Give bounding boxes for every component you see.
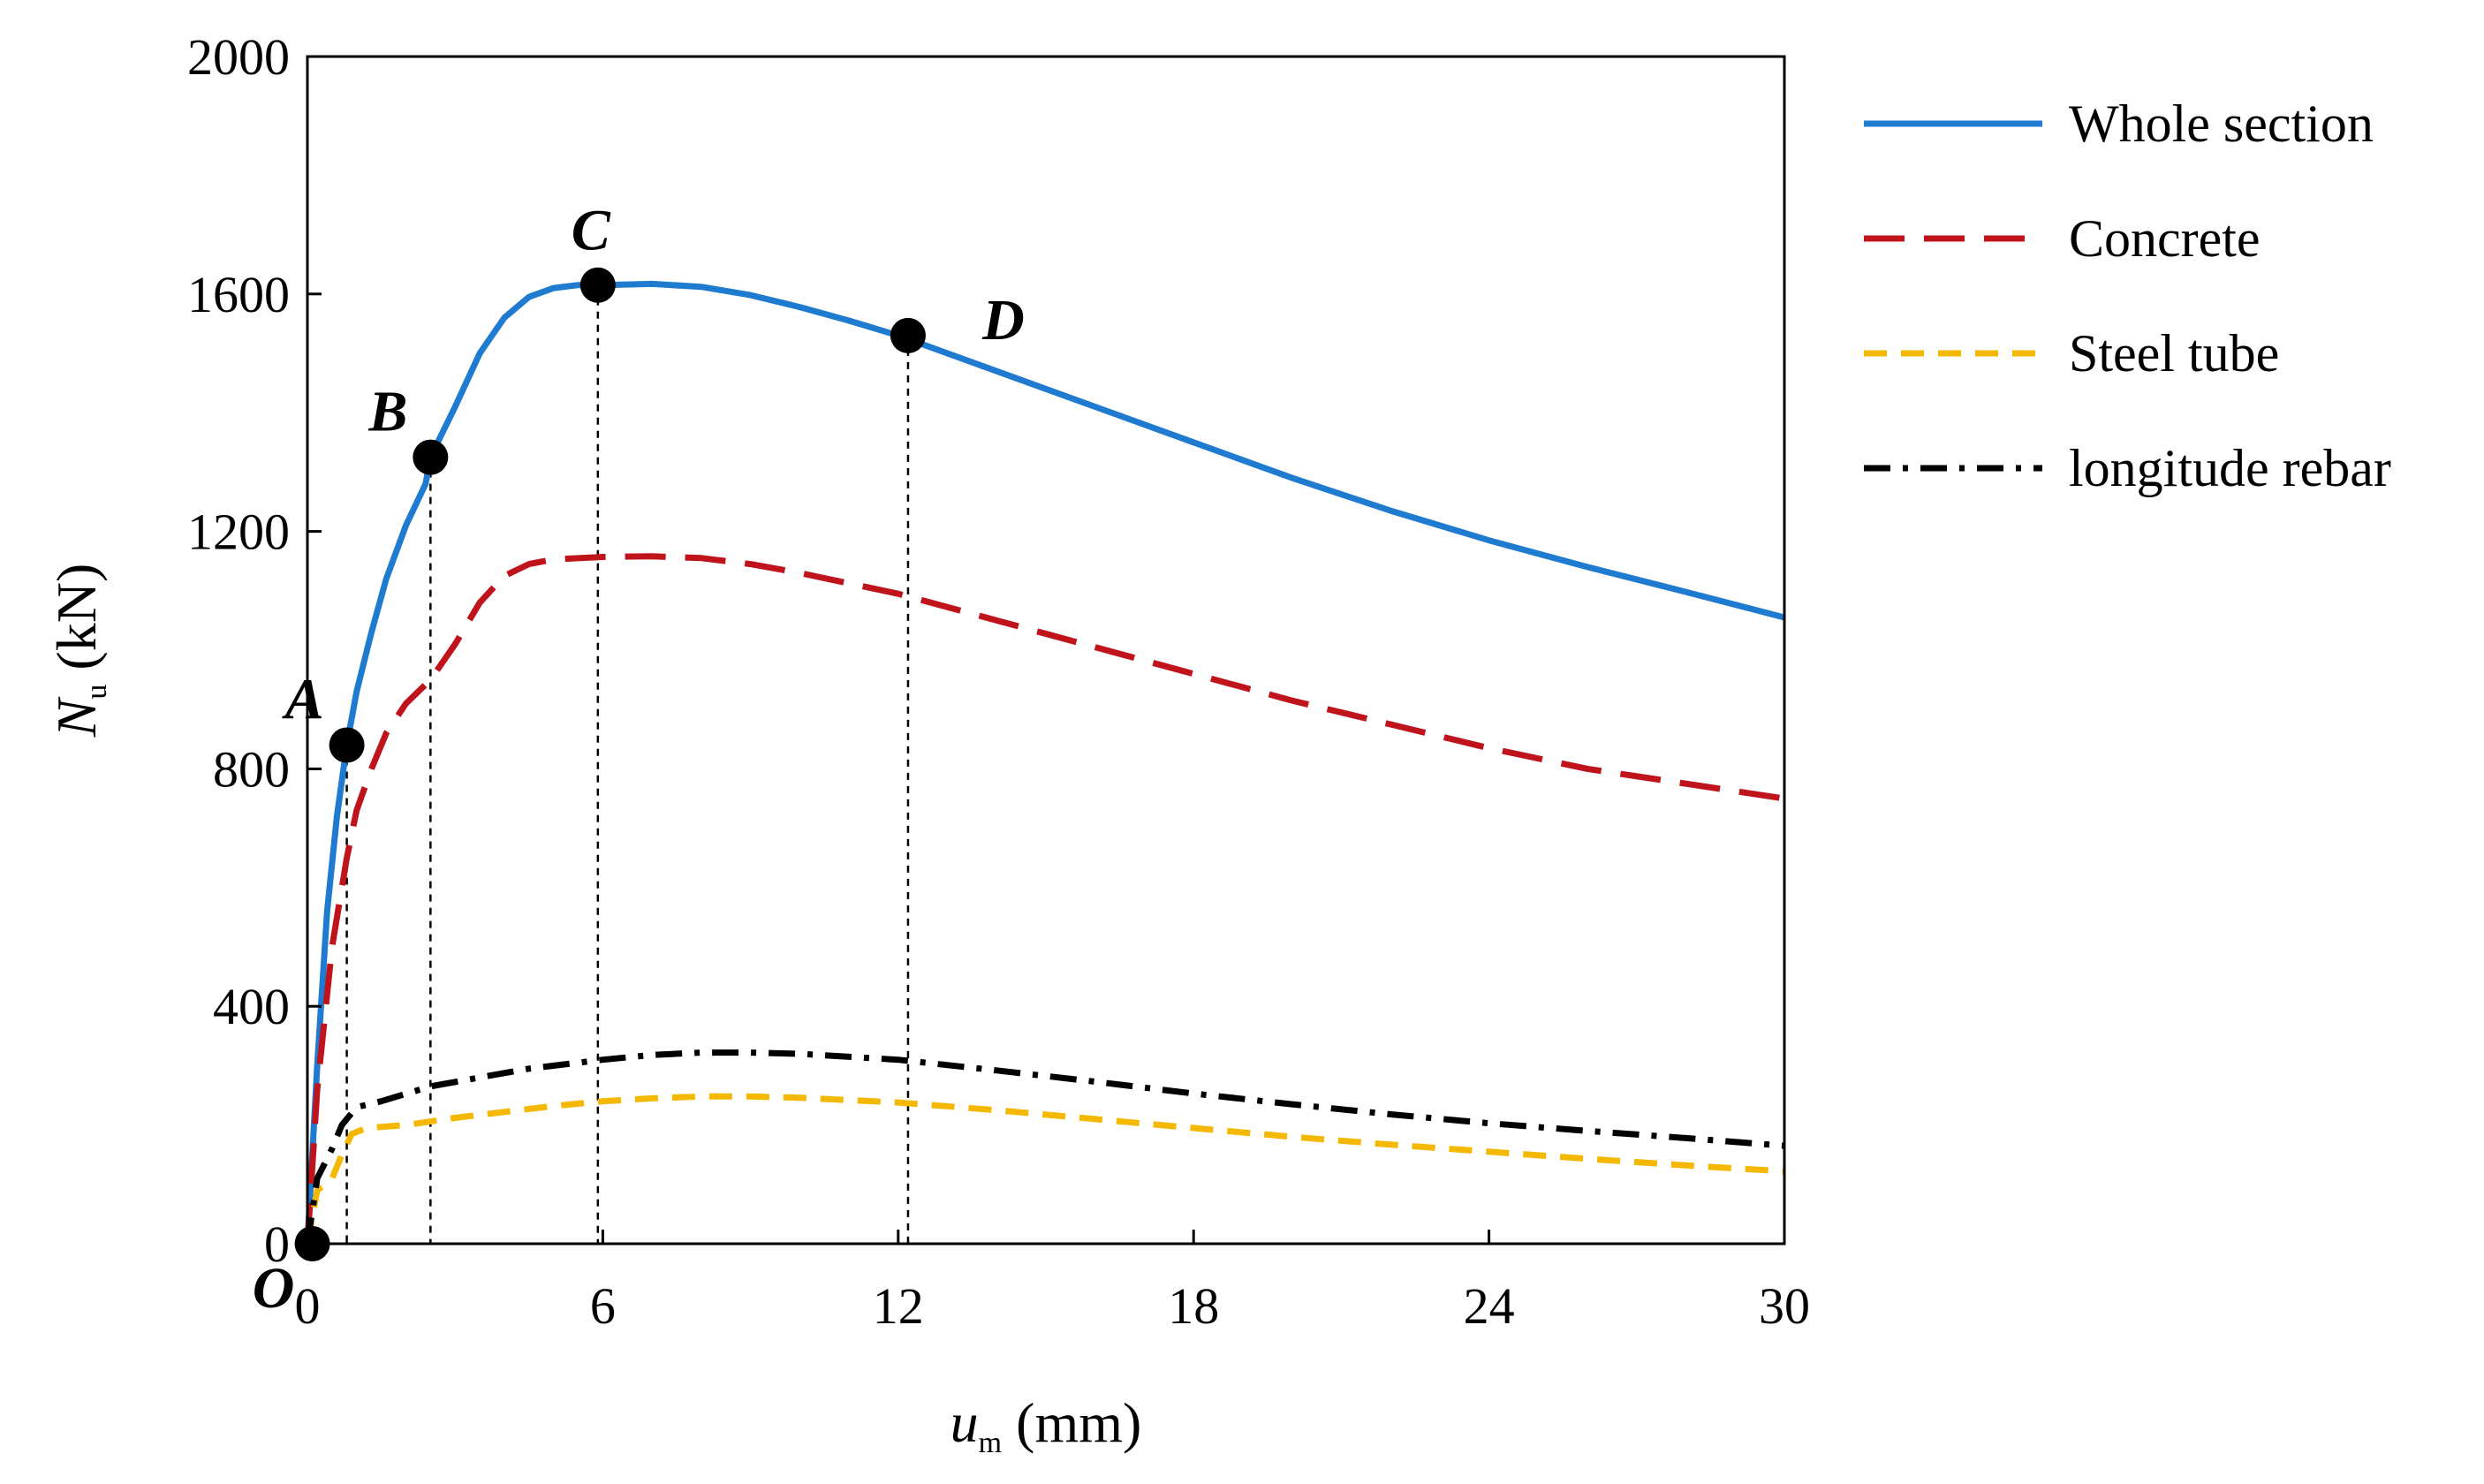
y-tick-label: 800 [213, 740, 290, 798]
key-point-label-o: O [253, 1256, 295, 1321]
x-tick-label: 6 [590, 1277, 616, 1335]
key-point-label-d: D [981, 288, 1025, 352]
key-point-a [329, 727, 365, 763]
series-line-steel-tube [304, 1093, 1785, 1245]
x-tick-label: 24 [1464, 1277, 1515, 1335]
plot-layer: O A B C D [253, 55, 1786, 1321]
key-point-label-b: B [367, 380, 407, 444]
legend-label-longitude-rebar: longitude rebar [2069, 439, 2391, 497]
x-tick-label: 12 [873, 1277, 924, 1335]
series-line-longitude-rebar [304, 1049, 1785, 1245]
y-tick-label: 1600 [187, 266, 290, 323]
legend: Whole section Concrete Steel tube longitude… [1864, 95, 2391, 497]
y-tick-label: 1200 [187, 504, 290, 561]
x-tick-label: 30 [1759, 1277, 1810, 1335]
x-tick-label: 18 [1168, 1277, 1219, 1335]
key-point-b [413, 439, 449, 475]
axis-title-layer: um (mm) Nu (kN) [45, 564, 1141, 1459]
y-tick-label: 2000 [187, 28, 290, 86]
x-axis-title: um (mm) [950, 1391, 1142, 1459]
x-tick-label: 0 [295, 1277, 321, 1335]
y-axis-title: Nu (kN) [45, 564, 113, 738]
y-tick-label: 400 [213, 978, 290, 1035]
key-point-c [579, 267, 616, 303]
legend-label-whole-section: Whole section [2069, 95, 2374, 153]
key-point-label-a: A [282, 668, 324, 732]
plot-frame [306, 55, 1786, 1246]
key-point-label-c: C [572, 199, 611, 263]
tick-layer: 0 400 800 1200 1600 2000 0 6 12 18 24 30 [187, 28, 1810, 1335]
series-line-concrete [304, 553, 1785, 1245]
series-line-whole-section [304, 280, 1785, 1245]
legend-label-concrete: Concrete [2069, 209, 2261, 268]
y-tick-label: 0 [264, 1215, 290, 1273]
legend-label-steel-tube: Steel tube [2069, 324, 2279, 382]
key-point-d [890, 317, 926, 353]
